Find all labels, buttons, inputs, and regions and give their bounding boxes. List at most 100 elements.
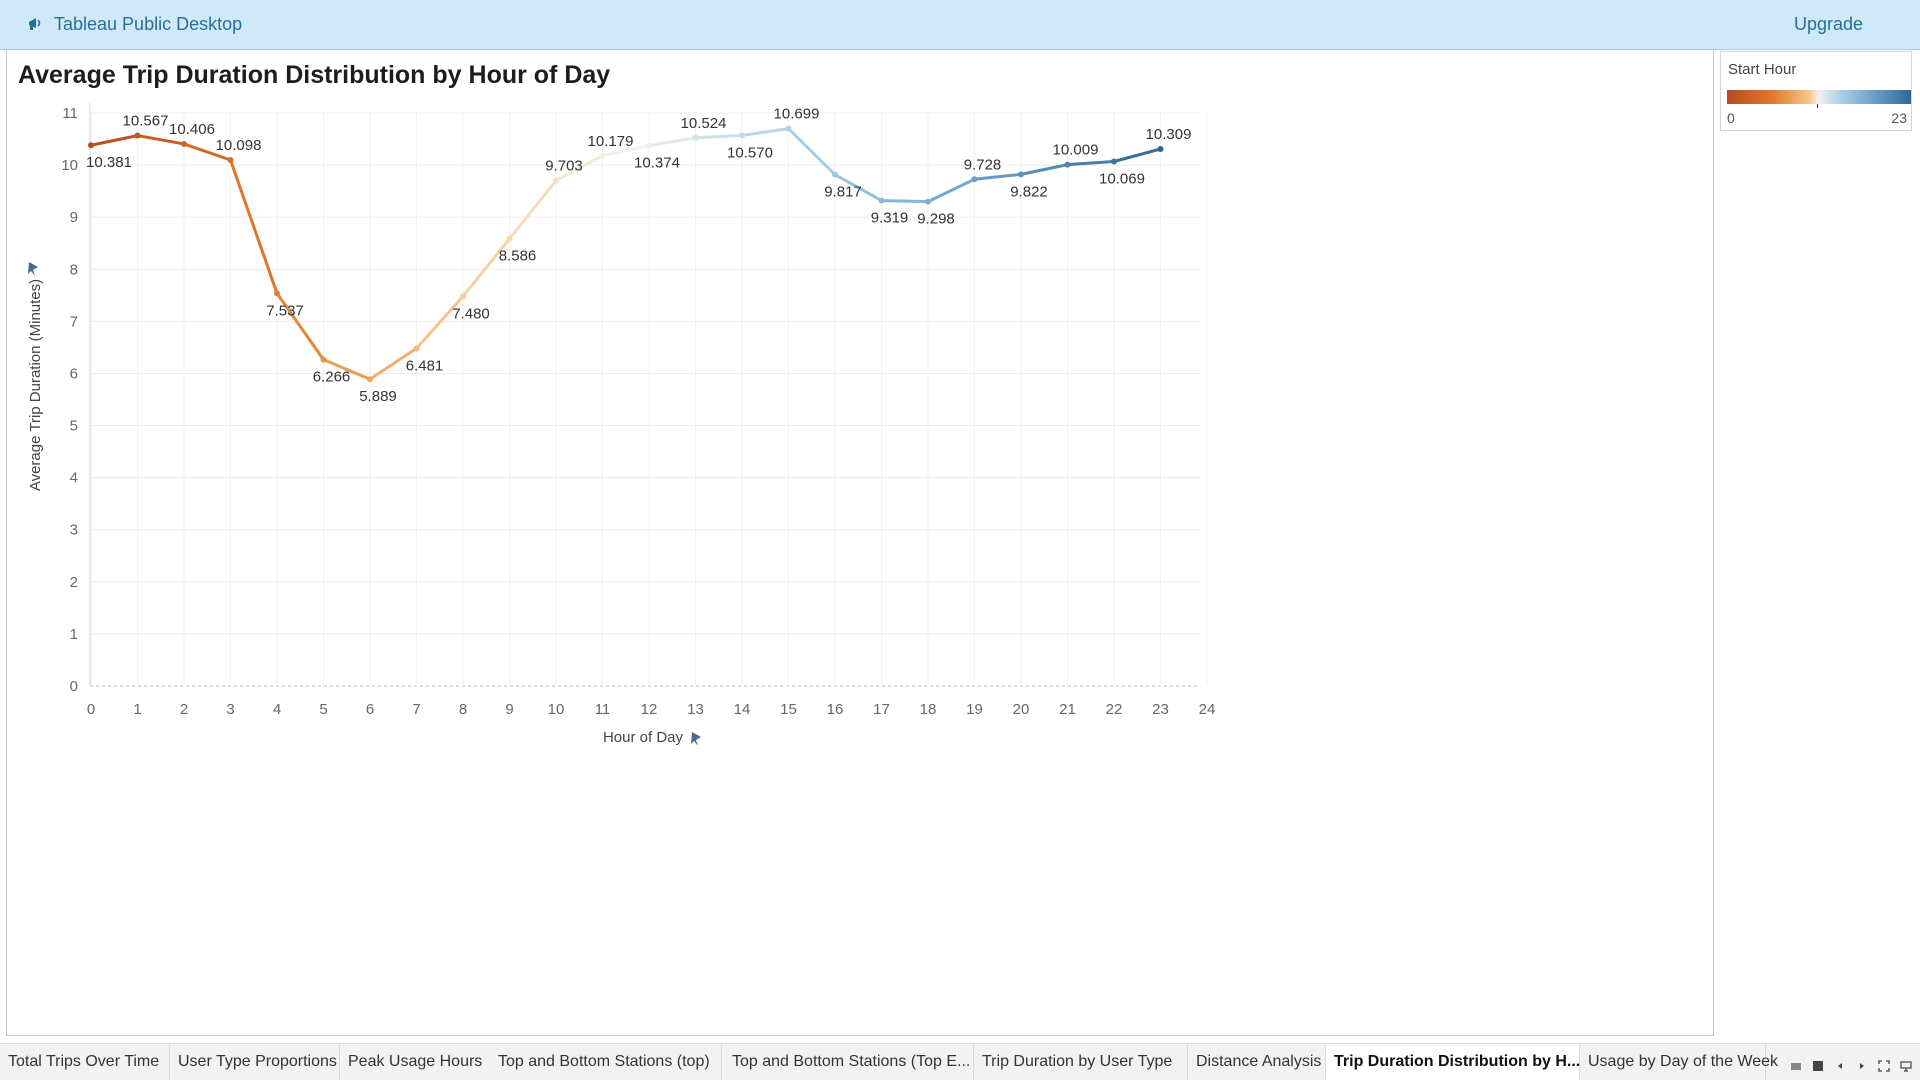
y-tick-label: 7 [70,313,78,330]
x-tick-label: 24 [1199,701,1216,718]
line-segment [694,133,744,140]
x-tick-label: 10 [548,701,565,718]
tab-top-bottom-stations-top[interactable]: Top and Bottom Stations (top) [490,1044,722,1080]
tab-trip-duration-by-user-type[interactable]: Trip Duration by User Type [974,1044,1188,1080]
data-point [878,197,885,204]
data-point [274,290,280,297]
legend-max-label: 23 [1891,110,1907,126]
x-tick-label: 19 [966,701,983,718]
tab-distance-analysis[interactable]: Distance Analysis [1188,1044,1326,1080]
x-tick-label: 16 [827,701,844,718]
data-label: 10.098 [216,137,262,154]
x-tick-label: 5 [319,701,327,718]
data-label: 5.889 [359,388,397,405]
fullscreen-icon[interactable] [1878,1060,1890,1072]
x-tick-label: 20 [1013,701,1030,718]
y-tick-label: 8 [70,261,78,278]
show-sheet-sorter-icon[interactable] [1790,1060,1802,1072]
tab-top-bottom-stations-top-e[interactable]: Top and Bottom Stations (Top E... [724,1044,974,1080]
line-segment [833,173,883,203]
x-tick-label: 18 [920,701,937,718]
presentation-mode-icon[interactable] [1900,1060,1912,1072]
upgrade-link[interactable]: Upgrade [1793,14,1863,34]
data-label: 7.537 [266,302,304,319]
data-label: 10.567 [123,113,169,130]
line-segment [368,346,418,381]
x-tick-label: 13 [687,701,704,718]
x-tick-label: 17 [873,701,890,718]
y-tick-label: 4 [70,470,78,487]
y-tick-label: 10 [61,157,78,174]
data-label: 10.009 [1053,142,1099,159]
line-segment [601,144,651,158]
data-point [413,345,420,352]
x-tick-label: 14 [734,701,751,718]
data-point [692,134,699,141]
data-label: 9.817 [824,184,862,201]
x-tick-label: 2 [180,701,188,718]
data-label: 10.570 [727,144,773,161]
line-segment [787,127,837,177]
sheet-tab-bar: Total Trips Over Time User Type Proporti… [0,1043,1920,1080]
tab-total-trips-over-time[interactable]: Total Trips Over Time [0,1044,170,1080]
tab-trip-duration-distribution[interactable]: Trip Duration Distribution by H... [1326,1044,1580,1080]
x-tick-label: 22 [1106,701,1123,718]
data-point [646,142,652,149]
x-tick-label: 23 [1152,701,1169,718]
y-tick-label: 6 [70,365,78,382]
data-point [1064,161,1071,168]
line-segment [275,291,325,362]
x-tick-label: 0 [87,701,95,718]
data-label: 10.524 [681,115,727,132]
y-tick-label: 5 [70,418,78,435]
x-axis-pin-icon [691,732,701,746]
x-tick-label: 8 [459,701,467,718]
tab-user-type-proportions[interactable]: User Type Proportions [170,1044,340,1080]
data-point [925,198,931,205]
line-segment [322,358,372,381]
data-point [227,156,234,163]
line-segment [1112,147,1162,163]
data-label: 10.069 [1099,170,1145,187]
x-tick-label: 4 [273,701,281,718]
data-label: 9.319 [871,210,909,227]
data-point [134,132,141,139]
x-tick-label: 21 [1059,701,1076,718]
y-tick-label: 1 [70,626,78,643]
legend-title: Start Hour [1728,61,1797,78]
x-axis-title: Hour of Day [603,729,684,746]
line-segment [229,158,279,295]
line-segment [973,172,1023,181]
data-label: 10.699 [774,106,820,123]
data-point [971,176,978,183]
tab-peak-usage-hours[interactable]: Peak Usage Hours [340,1044,492,1080]
color-ramp [1727,90,1911,104]
line-segment [415,294,465,350]
y-axis-pin-icon [28,262,38,276]
data-label: 8.586 [499,248,537,265]
line-segment [182,142,232,162]
line-segment [740,127,790,137]
y-tick-label: 9 [70,209,78,226]
previous-sheet-icon[interactable] [1834,1060,1846,1072]
tab-usage-by-day-of-week[interactable]: Usage by Day of the Week [1580,1044,1778,1080]
x-tick-label: 1 [133,701,141,718]
data-point [181,140,187,147]
data-label: 10.374 [634,155,680,172]
data-label: 7.480 [452,305,490,322]
line-segment [647,136,697,148]
announcement-icon[interactable] [27,15,43,33]
data-label: 9.822 [1010,183,1048,200]
y-axis-title: Average Trip Duration (Minutes) [27,279,44,491]
data-point [1157,145,1164,152]
next-sheet-icon[interactable] [1856,1060,1868,1072]
line-segment [461,237,511,298]
line-segment [508,179,558,241]
data-point [599,152,606,159]
data-label: 6.266 [313,369,351,386]
top-bar: Tableau Public Desktop Upgrade [0,0,1920,50]
show-filmstrip-icon[interactable] [1812,1060,1824,1072]
data-label: 6.481 [406,357,444,374]
data-label: 9.728 [964,156,1002,173]
color-legend[interactable]: Start Hour 0 23 [1720,51,1912,131]
